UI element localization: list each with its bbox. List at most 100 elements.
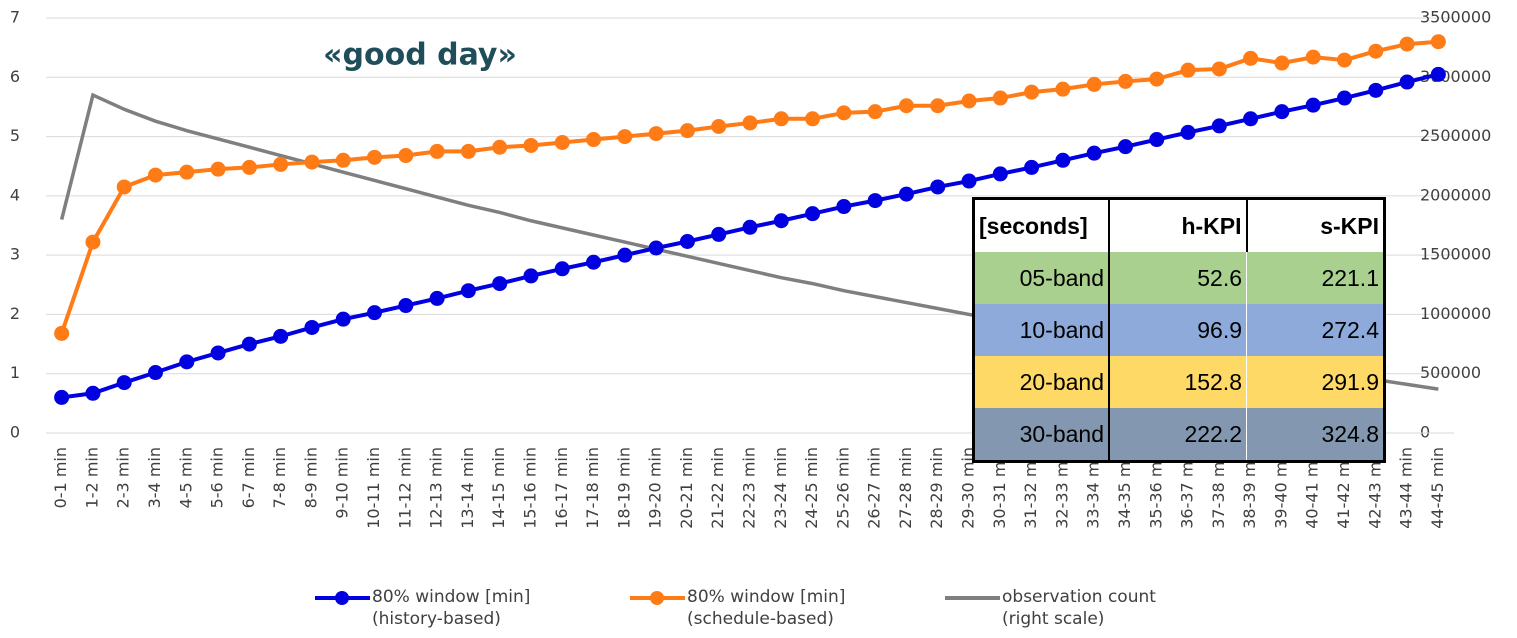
x-tick-label: 26-27 min (865, 447, 884, 529)
marker (461, 144, 476, 159)
marker (367, 305, 382, 320)
table-cell: 272.4 (1247, 304, 1385, 356)
marker (1243, 111, 1258, 126)
marker (962, 94, 977, 109)
marker (1212, 118, 1227, 133)
marker (649, 241, 664, 256)
table-header-cell: s-KPI (1247, 199, 1385, 253)
legend-label: observation count (right scale) (1002, 586, 1156, 630)
marker (1368, 83, 1383, 98)
x-tick-label: 9-10 min (333, 447, 352, 519)
table-cell: 324.8 (1247, 408, 1385, 462)
marker (1431, 67, 1446, 82)
marker (993, 166, 1008, 181)
marker (1306, 50, 1321, 65)
table-header: [seconds]h-KPIs-KPI (974, 199, 1385, 253)
marker (1149, 132, 1164, 147)
marker (304, 320, 319, 335)
table-cell: 96.9 (1109, 304, 1247, 356)
marker (836, 199, 851, 214)
chart-title: «good day» (323, 38, 517, 73)
marker (211, 345, 226, 360)
marker (398, 148, 413, 163)
marker (523, 268, 538, 283)
table-cell: 20-band (974, 356, 1110, 408)
marker (398, 298, 413, 313)
marker (711, 227, 726, 242)
marker (1087, 146, 1102, 161)
marker (1024, 85, 1039, 100)
y-tick-label: 6 (10, 67, 20, 86)
marker (1400, 37, 1415, 52)
x-tick-label: 5-6 min (208, 447, 227, 508)
x-tick-label: 27-28 min (896, 447, 915, 529)
marker (711, 119, 726, 134)
x-tick-label: 28-29 min (927, 447, 946, 529)
marker (117, 179, 132, 194)
marker (179, 354, 194, 369)
marker (899, 187, 914, 202)
marker (805, 206, 820, 221)
table-cell: 30-band (974, 408, 1110, 462)
marker (555, 135, 570, 150)
marker (117, 375, 132, 390)
x-tick-label: 12-13 min (427, 447, 446, 529)
table-cell: 152.8 (1109, 356, 1247, 408)
x-tick-label: 16-17 min (552, 447, 571, 529)
x-tick-label: 44-45 min (1428, 447, 1447, 529)
x-tick-label: 18-19 min (614, 447, 633, 529)
y-tick-label: 0 (10, 423, 20, 442)
x-tick-label: 11-12 min (395, 447, 414, 529)
x-tick-label: 25-26 min (833, 447, 852, 529)
legend-label: 80% window [min] (history-based) (372, 586, 530, 630)
marker (430, 291, 445, 306)
y2-tick-label: 2500000 (1420, 126, 1491, 145)
marker (680, 234, 695, 249)
y2-tick-label: 500000 (1420, 363, 1481, 382)
marker (1306, 98, 1321, 113)
x-tick-label: 43-44 min (1397, 447, 1416, 529)
marker (993, 91, 1008, 106)
legend-label: 80% window [min] (schedule-based) (687, 586, 845, 630)
x-tick-label: 22-23 min (740, 447, 759, 529)
x-tick-label: 19-20 min (646, 447, 665, 529)
marker (430, 144, 445, 159)
x-tick-label: 10-11 min (364, 447, 383, 529)
table-cell: 222.2 (1109, 408, 1247, 462)
x-tick-label: 6-7 min (239, 447, 258, 508)
marker (461, 283, 476, 298)
x-tick-label: 24-25 min (802, 447, 821, 529)
marker (617, 248, 632, 263)
marker (868, 104, 883, 119)
marker (1212, 61, 1227, 76)
marker (774, 213, 789, 228)
marker (1118, 74, 1133, 89)
y-tick-label: 4 (10, 185, 20, 204)
marker (805, 111, 820, 126)
marker (492, 140, 507, 155)
marker (1149, 72, 1164, 87)
marker (1243, 51, 1258, 66)
marker (555, 261, 570, 276)
marker (242, 160, 257, 175)
table-row: 05-band52.6221.1 (974, 252, 1385, 304)
x-tick-label: 2-3 min (114, 447, 133, 508)
marker (523, 138, 538, 153)
marker (868, 193, 883, 208)
x-tick-label: 4-5 min (176, 447, 195, 508)
table-cell: 221.1 (1247, 252, 1385, 304)
x-tick-label: 14-15 min (489, 447, 508, 529)
marker (148, 365, 163, 380)
marker (242, 337, 257, 352)
x-tick-label: 15-16 min (520, 447, 539, 529)
marker (774, 111, 789, 126)
marker (586, 255, 601, 270)
y2-tick-label: 1500000 (1420, 245, 1491, 264)
marker (304, 155, 319, 170)
marker (1181, 125, 1196, 140)
table-cell: 05-band (974, 252, 1110, 304)
marker (1274, 104, 1289, 119)
marker (492, 276, 507, 291)
